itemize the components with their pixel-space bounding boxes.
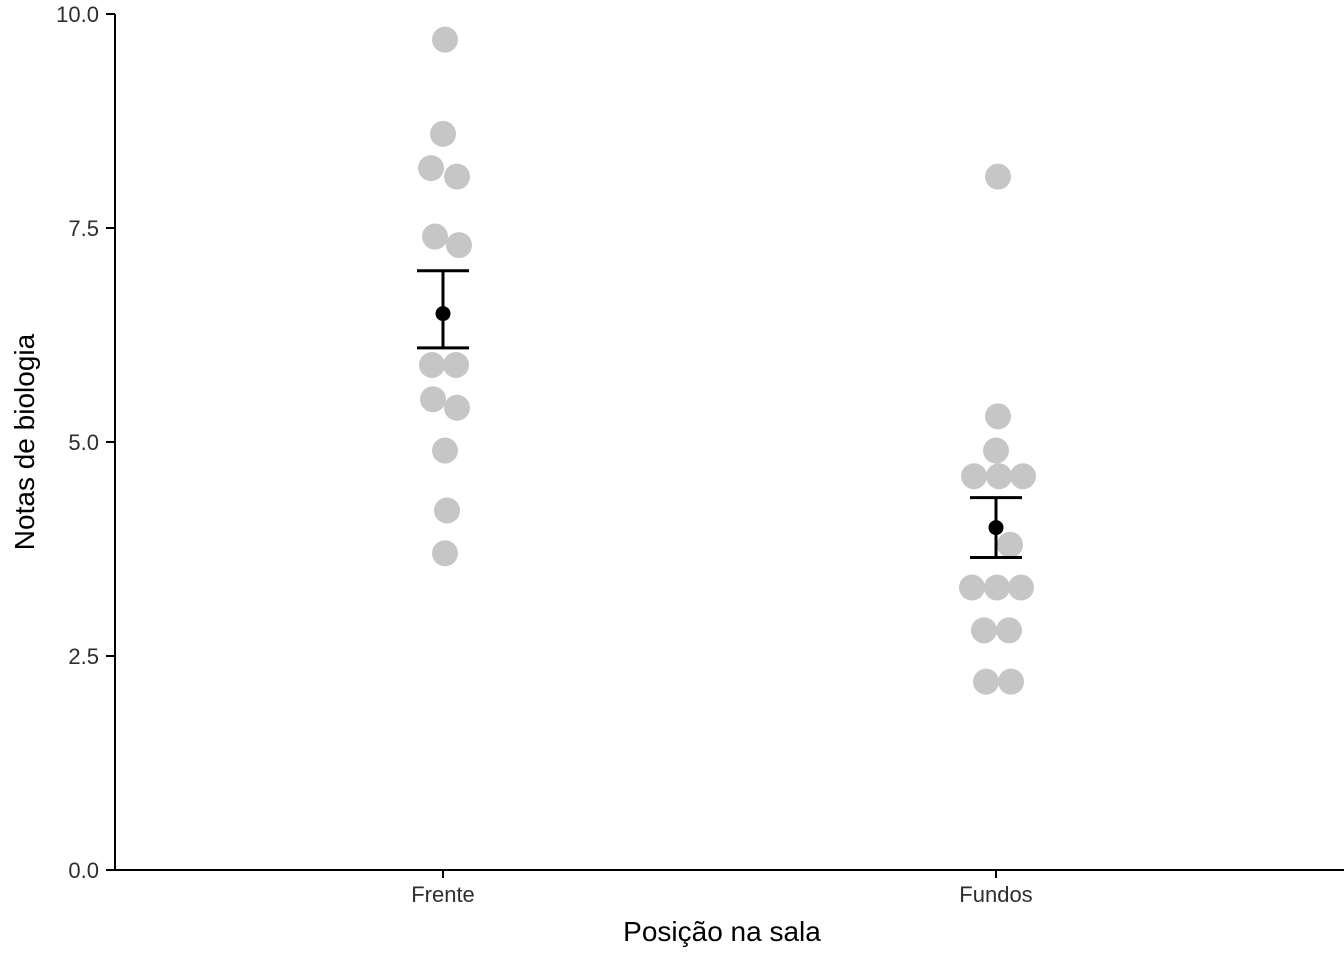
y-tick-label: 7.5	[68, 216, 99, 241]
data-point	[432, 26, 458, 53]
data-point	[998, 668, 1024, 695]
y-tick-label: 2.5	[68, 644, 99, 669]
data-point	[986, 463, 1012, 490]
data-point	[432, 437, 458, 464]
data-point	[446, 232, 472, 259]
data-point	[419, 351, 445, 378]
data-point	[444, 394, 470, 421]
data-point	[961, 463, 987, 490]
data-point	[432, 540, 458, 567]
data-point	[418, 155, 444, 182]
mean-errorbar	[417, 269, 469, 350]
y-tick-label: 10.0	[56, 2, 99, 27]
data-point	[430, 120, 456, 147]
data-point	[1010, 463, 1036, 490]
y-tick-label: 0.0	[68, 858, 99, 883]
mean-point	[988, 520, 1004, 536]
group-points	[959, 163, 1036, 695]
mean-point	[435, 306, 451, 322]
x-axis-title: Posição na sala	[623, 916, 821, 947]
data-point	[973, 668, 999, 695]
data-point	[984, 574, 1010, 601]
data-point	[959, 574, 985, 601]
data-point	[422, 223, 448, 250]
y-axis-title: Notas de biologia	[9, 333, 40, 550]
data-point	[444, 163, 470, 190]
x-category-label: Frente	[411, 882, 475, 907]
data-point	[996, 617, 1022, 644]
data-point	[985, 403, 1011, 430]
group-points	[418, 26, 472, 567]
data-point	[983, 437, 1009, 464]
data-point	[985, 163, 1011, 190]
data-point	[434, 497, 460, 524]
x-category-label: Fundos	[959, 882, 1032, 907]
data-point	[443, 351, 469, 378]
data-point	[997, 531, 1023, 558]
data-point	[420, 386, 446, 413]
data-point	[1008, 574, 1034, 601]
y-tick-label: 5.0	[68, 430, 99, 455]
mean-errorbar	[970, 496, 1022, 560]
data-point	[971, 617, 997, 644]
